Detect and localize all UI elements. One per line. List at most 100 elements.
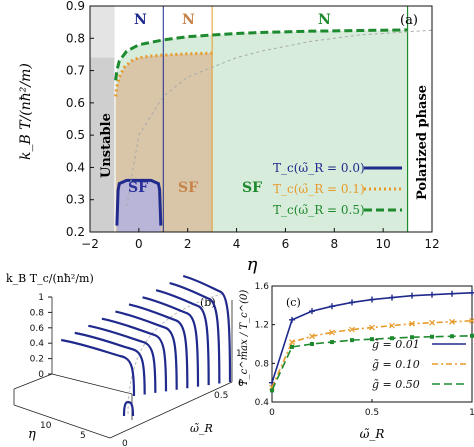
panel-b-xtick: 0 <box>122 439 128 447</box>
y-tick-label: 1.6 <box>255 282 270 292</box>
panel-b-title: k_B T_c/(nħ²/m) <box>6 272 94 285</box>
data-point <box>329 303 335 310</box>
data-point <box>290 344 294 349</box>
panel-c-tag: (c) <box>286 296 301 309</box>
z-tick-label: 1 <box>38 293 44 303</box>
envelope-line <box>127 293 223 415</box>
surface-curve <box>61 338 136 397</box>
data-point <box>390 336 394 341</box>
x-tick-label: 4 <box>233 237 241 251</box>
data-point <box>409 320 415 327</box>
panel-a: −2 0 2 4 6 8 10 120.20.30.40.50.60.70.80.9 (a) … <box>18 0 440 275</box>
data-point <box>470 333 474 338</box>
data-point <box>330 340 334 345</box>
region-n-blue: N <box>134 12 147 28</box>
data-point <box>450 334 454 339</box>
z-tick-label: 0.2 <box>30 355 44 365</box>
y-tick-label: 0.8 <box>66 31 85 45</box>
legend-c-item: g̃ = 0.50 <box>372 378 420 391</box>
x-tick-label: 6 <box>282 237 290 251</box>
surface-curve <box>74 331 146 395</box>
z-tick-label: 0.8 <box>30 308 45 318</box>
panel-b-ytick: 0.5 <box>214 391 228 401</box>
surface-curve <box>128 303 189 389</box>
panel-b-ytick: 1 <box>236 349 242 359</box>
data-point <box>310 342 314 346</box>
legend-a-item-0: T_c(ω̃_R = 0.0) <box>273 161 365 175</box>
data-point <box>349 299 355 306</box>
x-tick-label: 8 <box>330 237 338 251</box>
panel-b-ytick: 0 <box>238 379 244 389</box>
region-n-green: N <box>318 12 331 28</box>
legend-a-item-1: T_c(ω̃_R = 0.1) <box>273 182 365 196</box>
panel-c-xlabel: ω̃_R <box>360 427 385 441</box>
y-tick-label: 0.8 <box>255 359 270 369</box>
y-tick-label: 0.5 <box>66 128 85 142</box>
data-point <box>449 318 455 325</box>
panel-a-ylabel: k_B T/(nħ²/m) <box>18 63 34 160</box>
surface-curve <box>142 296 200 387</box>
x-tick-label: −2 <box>81 237 99 251</box>
data-point <box>289 316 295 323</box>
y-tick-label: 0.7 <box>66 64 85 78</box>
surface-curve <box>115 310 178 390</box>
z-tick-label: 0 <box>38 370 44 380</box>
panel-c: 0 0.5 10.40.81.21.6 (c) T_c^max / T_c^(0) … <box>239 282 474 441</box>
unstable-region-upper <box>90 6 115 58</box>
y-tick-label: 0.9 <box>66 0 85 13</box>
x-tick-label: 10 <box>376 237 391 251</box>
y-tick-label: 0.2 <box>66 225 85 239</box>
data-point <box>409 292 415 299</box>
legend-c-item: g̃ = 0.10 <box>372 358 420 371</box>
data-point <box>289 339 295 345</box>
legend-c-item: g̃ = 0.01 <box>372 338 420 351</box>
y-tick-label: 0.3 <box>66 193 85 207</box>
legend-a: T_c(ω̃_R = 0.0) T_c(ω̃_R = 0.1) T_c(ω̃_R… <box>273 161 402 217</box>
surface-curve-zero <box>122 400 135 417</box>
surface-curve <box>182 274 232 383</box>
data-point <box>309 333 315 340</box>
panel-b-xtick: 10 <box>40 421 52 431</box>
region-polarized: Polarized phase <box>415 85 430 200</box>
x-tick-label: 1 <box>469 408 474 418</box>
y-tick-label: 0.4 <box>255 398 270 408</box>
panel-b-xtick: 5 <box>80 431 86 441</box>
y-tick-label: 1.2 <box>255 321 269 331</box>
data-point <box>350 338 354 343</box>
region-n-orange: N <box>182 12 195 28</box>
data-point <box>369 324 375 331</box>
data-point <box>270 388 274 393</box>
area-blue <box>116 180 161 232</box>
series-line-c-2 <box>271 334 473 391</box>
y-tick-label: 0.6 <box>66 96 85 110</box>
region-sf-blue: SF <box>128 180 148 196</box>
panel-c-ylabel: T_c^max / T_c^(0) <box>239 290 250 386</box>
z-tick-label: 0.6 <box>30 324 45 334</box>
y-tick-label: 0.4 <box>66 160 85 174</box>
x-tick-label: 0 <box>135 237 143 251</box>
region-unstable: Unstable <box>99 113 114 178</box>
data-point <box>329 329 335 336</box>
data-point <box>389 294 395 301</box>
panel-a-xlabel: η <box>247 254 258 275</box>
panel-a-tag: (a) <box>400 13 418 28</box>
surface-curve <box>169 282 221 384</box>
data-point <box>449 290 455 297</box>
surface-curve <box>101 317 168 392</box>
panel-b-axes <box>13 297 233 439</box>
surface-curve <box>155 289 210 386</box>
series-line-a-0 <box>115 178 163 226</box>
panel-b-ylabel: ω̃_R <box>190 422 213 435</box>
x-tick-label: 2 <box>184 237 192 251</box>
data-point <box>369 296 375 303</box>
x-tick-label: 12 <box>424 237 439 251</box>
x-tick-label: 0 <box>269 408 275 418</box>
data-point <box>349 326 355 333</box>
surface-curve <box>88 324 157 393</box>
panel-b: k_B T_c/(nħ²/m) (b) 00.20.40.60.81 η ω̃_… <box>6 272 244 447</box>
region-sf-orange: SF <box>178 180 198 196</box>
data-point <box>389 322 395 329</box>
data-point <box>410 335 414 340</box>
data-point <box>429 291 435 298</box>
